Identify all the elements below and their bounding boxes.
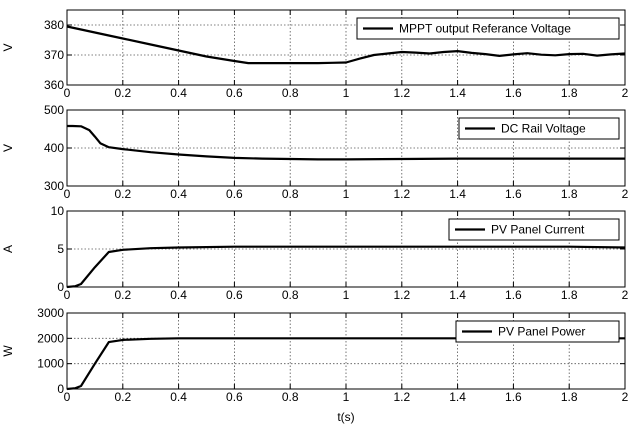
x-tick-label: 1.6 [505,390,522,404]
x-tick-label: 0.6 [226,288,243,302]
y-axis-label: V [1,144,15,152]
x-tick-label: 0 [64,390,71,404]
axes-box [66,312,626,390]
chart-panel-4: 0 0.2 0.4 0.6 0.8 1 1.2 1.4 1.6 1.8 2 0 1000 2000 3000… [1,306,629,404]
x-tick-label: 0.4 [170,288,187,302]
legend-box [356,17,620,40]
x-tick-label: 1 [343,187,350,201]
x-tick-label: 1.8 [561,288,578,302]
x-tick-label: 0.8 [282,187,299,201]
x-tick-label: 0.2 [114,288,131,302]
x-tick-label: 1 [343,288,350,302]
x-tick-label: 1.4 [449,187,466,201]
chart-panel-1: 0 0.2 0.4 0.6 0.8 1 1.2 1.4 1.6 1.8 2 360 370 380 V MPP… [1,9,629,100]
legend-box [448,218,620,241]
x-tick-label: 1.6 [505,288,522,302]
y-tick-label: 500 [44,103,64,117]
y-tick-label: 0 [57,280,64,294]
x-tick-label: 0.8 [282,86,299,100]
x-tick-label: 1 [343,390,350,404]
axes-box [66,210,626,288]
x-tick-label: 0.2 [114,86,131,100]
x-tick-label: 2 [622,390,629,404]
x-tick-label: 1.2 [393,187,410,201]
x-tick-label: 0.2 [114,187,131,201]
legend-label: PV Panel Current [491,223,585,237]
series-line [66,25,626,65]
x-tick-label: 0.2 [114,390,131,404]
y-tick-label: 1000 [37,357,64,371]
axes-box [66,9,626,86]
x-tick-label: 0.8 [282,288,299,302]
x-tick-label: 0.6 [226,86,243,100]
x-tick-label: 0.6 [226,187,243,201]
y-tick-label: 380 [44,18,64,32]
legend-box [455,320,620,343]
series-line [66,245,626,289]
axes-box [66,109,626,187]
x-tick-label: 0 [64,187,71,201]
x-tick-label: 1.4 [449,86,466,100]
y-tick-label: 370 [44,48,64,62]
x-tick-label: 1.6 [505,187,522,201]
series-line [67,124,625,161]
x-tick-label: 2 [622,187,629,201]
x-tick-label: 0.8 [282,390,299,404]
y-tick-label: 360 [44,78,64,92]
x-tick-label: 1.2 [393,288,410,302]
y-tick-label: 300 [44,179,64,193]
y-axis-label: A [1,245,15,253]
x-tick-label: 1.8 [561,390,578,404]
y-tick-label: 5 [57,242,64,256]
x-tick-label: 1.4 [449,390,466,404]
y-tick-label: 400 [44,141,64,155]
x-tick-label: 0.4 [170,390,187,404]
y-tick-label: 10 [51,204,65,218]
y-tick-label: 2000 [37,331,64,345]
x-tick-label: 1.8 [561,86,578,100]
chart-panel-3: 0 0.2 0.4 0.6 0.8 1 1.2 1.4 1.6 1.8 2 0 5 10 A PV Panel… [1,204,629,302]
chart-panel-2: 0 0.2 0.4 0.6 0.8 1 1.2 1.4 1.6 1.8 2 300 400 500 V DC … [1,103,629,201]
x-tick-label: 1.2 [393,86,410,100]
x-tick-label: 0 [64,288,71,302]
x-tick-label: 2 [622,86,629,100]
legend-label: MPPT output Referance Voltage [399,22,571,36]
x-tick-label: 0.4 [170,187,187,201]
legend-label: DC Rail Voltage [501,122,586,136]
x-tick-label: 1.8 [561,187,578,201]
x-tick-label: 2 [622,288,629,302]
x-tick-label: 0.6 [226,390,243,404]
x-axis-label: t(s) [337,410,354,424]
x-tick-label: 1 [343,86,350,100]
y-tick-label: 3000 [37,306,64,320]
y-axis-label: V [1,43,15,51]
legend-box [458,117,620,140]
x-tick-label: 1.2 [393,390,410,404]
legend-label: PV Panel Power [498,325,585,339]
x-tick-label: 1.4 [449,288,466,302]
x-tick-label: 0.4 [170,86,187,100]
x-tick-label: 0 [64,86,71,100]
y-axis-label: W [1,345,15,357]
y-tick-label: 0 [57,382,64,396]
x-tick-label: 1.6 [505,86,522,100]
